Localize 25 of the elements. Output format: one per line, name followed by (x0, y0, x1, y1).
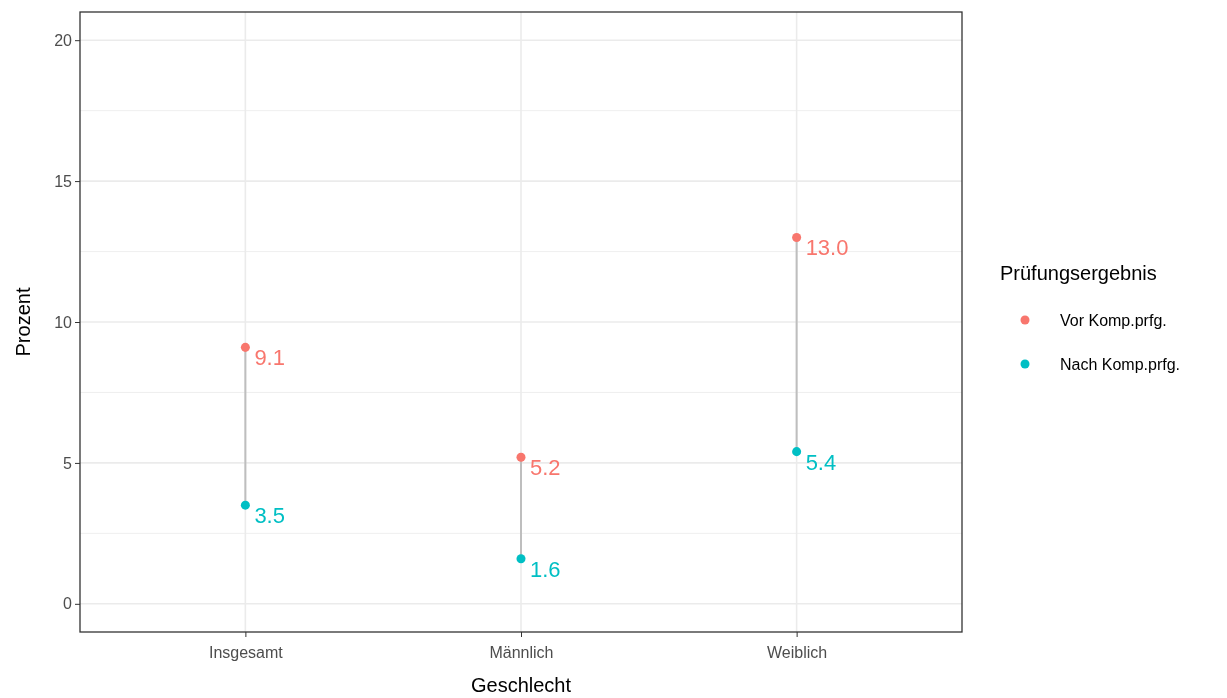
y-tick-label: 20 (54, 31, 73, 49)
data-label: 5.4 (805, 449, 837, 475)
legend-title: Prüfungsergebnis (1000, 262, 1157, 284)
point (240, 500, 250, 510)
x-tick-label: Insgesamt (208, 643, 284, 661)
data-label: 1.6 (530, 556, 561, 582)
data-label: 3.5 (254, 503, 285, 529)
point (792, 232, 802, 242)
legend-label: Nach Komp.prfg. (1060, 356, 1181, 373)
point (792, 447, 802, 457)
y-axis-title: Prozent (12, 287, 34, 357)
point (516, 452, 526, 462)
data-label: 5.2 (530, 455, 561, 481)
y-tick-label: 5 (63, 454, 73, 472)
x-axis-title: Geschlecht (470, 674, 572, 696)
data-label: 13.0 (805, 235, 849, 261)
y-tick-label: 10 (54, 313, 73, 331)
y-tick-label: 15 (54, 172, 73, 190)
point (240, 342, 250, 352)
legend-label: Vor Komp.prfg. (1060, 312, 1167, 329)
x-tick-label: Weiblich (767, 643, 828, 661)
y-tick-label: 0 (63, 595, 73, 613)
data-label: 9.1 (254, 345, 285, 371)
point (516, 554, 526, 564)
x-tick-label: Männlich (489, 643, 554, 661)
